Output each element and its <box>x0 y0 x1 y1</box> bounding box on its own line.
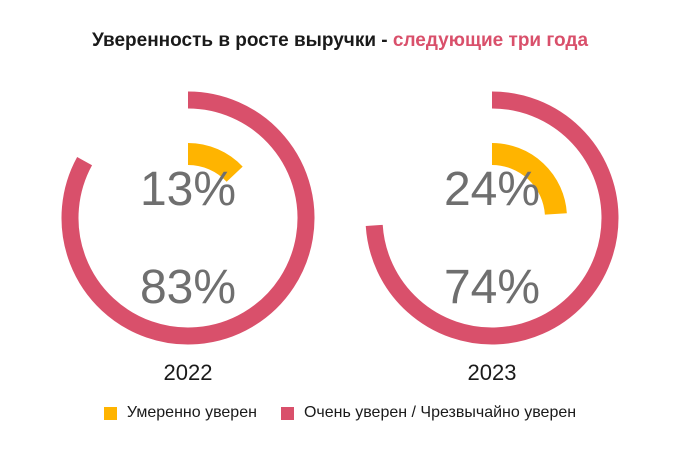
donut-2023: 24% 74% 2023 <box>365 91 619 385</box>
arc-moderate-2022 <box>187 143 243 183</box>
label-moderate-2022: 13% <box>140 163 236 216</box>
chart-title: Уверенность в росте выручки - следующие … <box>0 30 680 52</box>
legend-swatch-very <box>280 406 294 420</box>
legend: Умеренно уверен Очень уверен / Чрезвычай… <box>0 404 680 422</box>
legend-item-very: Очень уверен / Чрезвычайно уверен <box>280 404 577 422</box>
title-main: Уверенность в росте выручки - <box>91 30 393 51</box>
arc-very-2022 <box>61 91 315 345</box>
label-moderate-2023: 24% <box>444 163 540 216</box>
arc-very-2023 <box>365 91 619 345</box>
year-2022: 2022 <box>164 360 213 385</box>
legend-label-moderate: Умеренно уверен <box>126 404 257 421</box>
arc-moderate-2023 <box>491 143 567 216</box>
label-very-2022: 83% <box>140 261 236 314</box>
year-2023: 2023 <box>468 360 517 385</box>
label-very-2023: 74% <box>444 261 540 314</box>
legend-item-moderate: Умеренно уверен <box>103 404 257 422</box>
title-accent: следующие три года <box>392 30 589 51</box>
legend-swatch-moderate <box>103 406 117 420</box>
donut-2022: 13% 83% 2022 <box>61 91 315 385</box>
legend-label-very: Очень уверен / Чрезвычайно уверен <box>303 404 577 421</box>
